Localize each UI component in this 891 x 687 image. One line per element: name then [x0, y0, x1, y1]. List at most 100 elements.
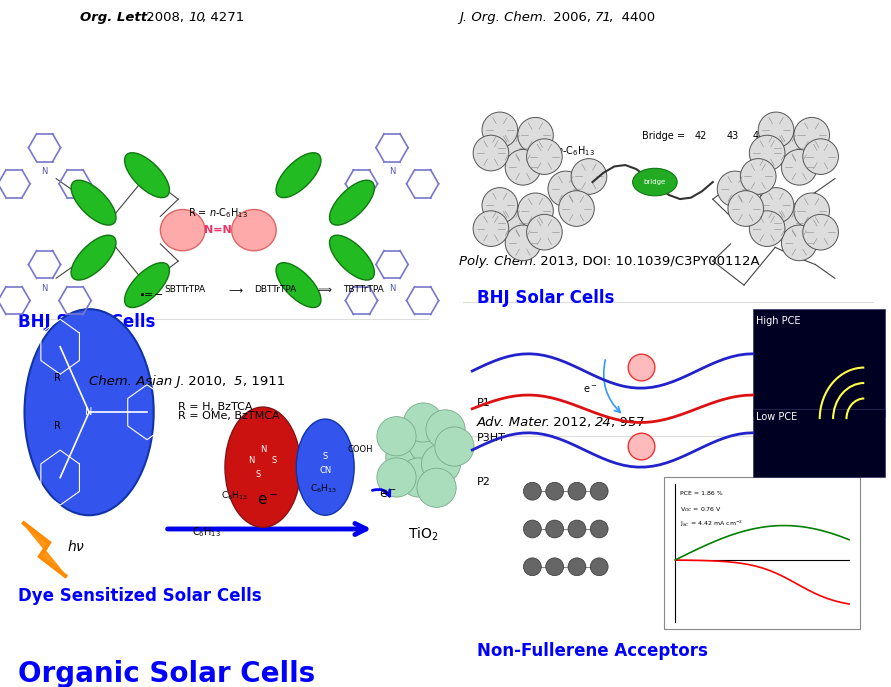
Text: 2008,: 2008, [143, 11, 188, 24]
Text: $h\nu$: $h\nu$ [67, 539, 85, 554]
Text: ,  4400: , 4400 [609, 11, 655, 24]
Text: Low PCE: Low PCE [756, 412, 797, 423]
Text: Org. Lett.: Org. Lett. [80, 11, 152, 24]
Text: 10: 10 [188, 11, 205, 24]
Circle shape [527, 214, 562, 250]
Circle shape [794, 193, 830, 229]
Circle shape [421, 444, 461, 484]
Text: , 957: , 957 [610, 416, 644, 429]
Bar [753, 409, 885, 477]
Circle shape [495, 205, 530, 241]
Text: N=N: N=N [204, 225, 233, 235]
Text: J. Org. Chem.: J. Org. Chem. [459, 11, 547, 24]
Circle shape [524, 482, 541, 500]
Text: C$_6$H$_{13}$: C$_6$H$_{13}$ [192, 526, 221, 539]
Circle shape [758, 188, 794, 223]
Ellipse shape [330, 235, 374, 280]
Text: 2006,: 2006, [549, 11, 595, 24]
Bar [664, 477, 860, 629]
Bar [753, 309, 885, 416]
Ellipse shape [71, 235, 116, 280]
Ellipse shape [225, 407, 301, 528]
Circle shape [524, 520, 541, 538]
Text: High PCE: High PCE [756, 316, 800, 326]
Circle shape [628, 433, 655, 460]
Text: N: N [388, 284, 396, 293]
Text: $\bullet\!\!=\!\!-$: $\bullet\!\!=\!\!-$ [138, 289, 164, 299]
Text: S: S [272, 455, 277, 465]
Text: Non-Fullerene Acceptors: Non-Fullerene Acceptors [477, 642, 707, 660]
Circle shape [473, 135, 509, 171]
Text: Organic Solar Cells: Organic Solar Cells [18, 660, 315, 687]
Ellipse shape [296, 419, 354, 515]
Text: Bridge =: Bridge = [642, 131, 684, 141]
Ellipse shape [276, 153, 321, 198]
Text: TBTTrTPA: TBTTrTPA [343, 285, 384, 294]
Text: S: S [323, 452, 328, 462]
Ellipse shape [160, 210, 205, 251]
Text: P2: P2 [477, 477, 491, 488]
Text: bridge: bridge [644, 179, 666, 185]
Text: COOH: COOH [347, 445, 373, 454]
Text: e$^-$: e$^-$ [583, 384, 597, 396]
Circle shape [377, 458, 416, 497]
Circle shape [505, 225, 541, 260]
Text: Adv. Mater.: Adv. Mater. [477, 416, 551, 429]
Circle shape [435, 427, 474, 466]
Circle shape [473, 211, 509, 247]
Circle shape [399, 458, 438, 497]
Ellipse shape [633, 168, 677, 196]
Text: R = $n$-C$_6$H$_{13}$: R = $n$-C$_6$H$_{13}$ [188, 206, 249, 220]
Text: R = H, BzTCA: R = H, BzTCA [178, 402, 253, 412]
Ellipse shape [125, 153, 169, 198]
Text: BHJ Solar Cells: BHJ Solar Cells [477, 289, 614, 306]
Ellipse shape [71, 180, 116, 225]
Circle shape [518, 117, 553, 153]
Circle shape [740, 159, 776, 194]
Circle shape [590, 520, 608, 538]
Circle shape [771, 205, 806, 241]
Text: S: S [256, 469, 261, 479]
Circle shape [758, 112, 794, 148]
Text: N: N [248, 455, 255, 465]
Text: R = OMe, BzTMCA: R = OMe, BzTMCA [178, 411, 280, 421]
Circle shape [781, 225, 817, 260]
Text: DBTTrTPA: DBTTrTPA [254, 285, 296, 294]
Circle shape [803, 139, 838, 174]
Circle shape [417, 468, 456, 508]
Ellipse shape [330, 180, 374, 225]
Ellipse shape [25, 309, 154, 515]
Ellipse shape [276, 262, 321, 308]
Text: 2013, DOI: 10.1039/C3PY00112A: 2013, DOI: 10.1039/C3PY00112A [535, 255, 759, 268]
Circle shape [568, 482, 586, 500]
Text: 43: 43 [726, 131, 739, 141]
Circle shape [377, 416, 416, 456]
Text: e$^-$: e$^-$ [379, 488, 396, 501]
Text: N: N [86, 407, 93, 417]
Circle shape [590, 558, 608, 576]
Text: 71: 71 [595, 11, 611, 24]
Text: N: N [41, 167, 48, 177]
Text: $\Longrightarrow$: $\Longrightarrow$ [316, 285, 334, 295]
Circle shape [568, 520, 586, 538]
Circle shape [404, 403, 443, 442]
Text: 24: 24 [594, 416, 611, 429]
Circle shape [386, 437, 425, 477]
Circle shape [408, 423, 447, 463]
Circle shape [559, 191, 594, 226]
Circle shape [518, 193, 553, 229]
Text: 44: 44 [753, 131, 765, 141]
Text: R: R [54, 373, 61, 383]
Text: 2010,: 2010, [184, 375, 231, 388]
Text: 5: 5 [234, 375, 242, 388]
Circle shape [749, 135, 785, 171]
Text: C$_6$H$_{13}$: C$_6$H$_{13}$ [221, 489, 248, 502]
Circle shape [571, 159, 607, 194]
Text: Dye Sensitized Solar Cells: Dye Sensitized Solar Cells [18, 587, 261, 605]
Circle shape [545, 482, 563, 500]
Circle shape [495, 130, 530, 166]
Circle shape [717, 171, 753, 207]
Text: SBTTrTPA: SBTTrTPA [165, 285, 206, 294]
Circle shape [548, 171, 584, 207]
Text: N: N [41, 284, 48, 293]
